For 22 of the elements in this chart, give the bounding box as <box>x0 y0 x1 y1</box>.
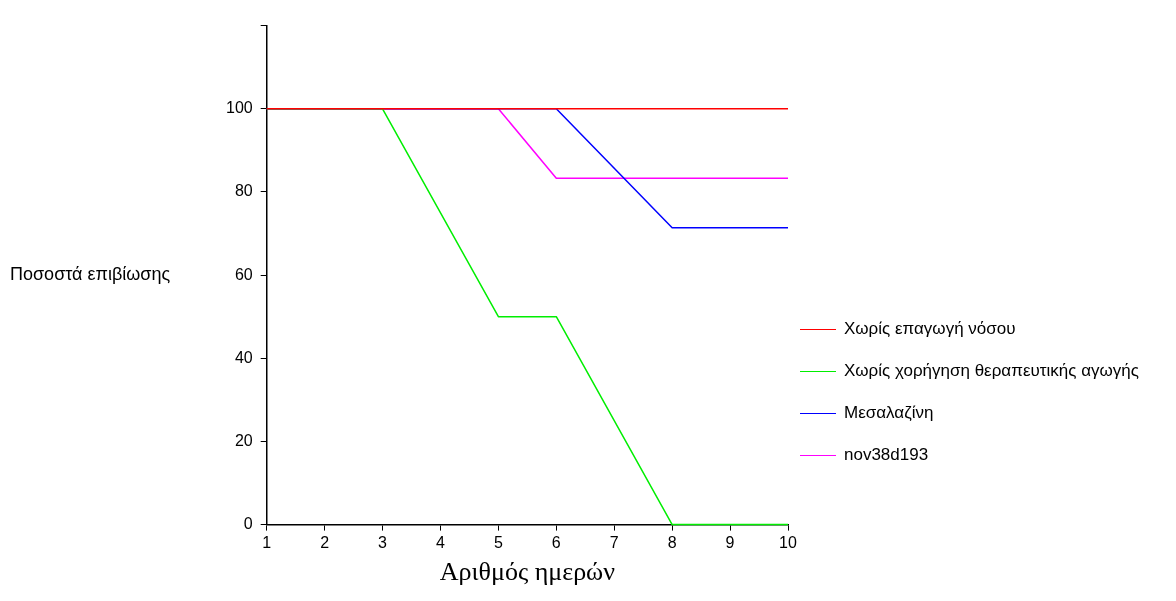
x-tick-label: 5 <box>493 533 503 551</box>
legend-label: Μεσαλαζίνη <box>844 403 934 423</box>
x-tick-label: 2 <box>320 533 330 551</box>
y-tick-label: 20 <box>234 431 253 449</box>
y-tick-label: 80 <box>234 182 253 200</box>
x-tick-label: 3 <box>378 533 388 551</box>
x-tick-label: 1 <box>262 533 272 551</box>
x-tick-label: 10 <box>779 533 797 551</box>
x-axis-title: Αριθμός ημερών <box>439 557 616 587</box>
x-tick-label: 8 <box>667 533 677 551</box>
y-tick-label: 40 <box>234 348 253 366</box>
legend-label: nov38d193 <box>844 445 929 465</box>
y-tick-label: 100 <box>225 99 253 117</box>
x-tick-label: 6 <box>551 533 561 551</box>
y-tick-label: 0 <box>243 515 253 533</box>
x-tick-label: 7 <box>609 533 619 551</box>
x-tick-label: 9 <box>725 533 735 551</box>
y-tick-label: 60 <box>234 265 253 283</box>
x-tick-label: 4 <box>436 533 446 551</box>
legend-label: Χωρίς χορήγηση θεραπευτικής αγωγής <box>844 361 1139 381</box>
y-axis-title: Ποσοστά επιβίωσης <box>10 264 171 285</box>
legend-label: Χωρίς επαγωγή νόσου <box>844 319 1016 339</box>
